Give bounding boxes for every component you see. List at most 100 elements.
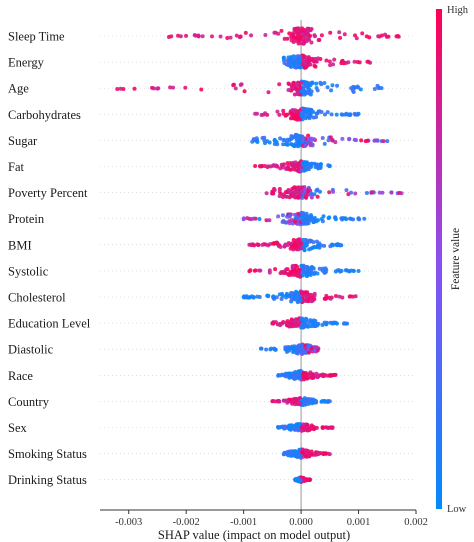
shap-point bbox=[337, 242, 342, 247]
shap-point bbox=[281, 138, 286, 143]
shap-point bbox=[278, 166, 283, 171]
shap-point bbox=[302, 54, 307, 59]
shap-point bbox=[294, 65, 299, 70]
shap-point bbox=[299, 41, 304, 46]
shap-point bbox=[323, 112, 328, 117]
shap-point bbox=[276, 373, 281, 378]
shap-point bbox=[317, 266, 322, 271]
shap-point bbox=[309, 268, 314, 273]
shap-point bbox=[302, 324, 307, 329]
shap-point bbox=[289, 297, 294, 302]
shap-point bbox=[297, 64, 302, 69]
shap-point bbox=[299, 189, 304, 194]
shap-point bbox=[284, 293, 289, 298]
feature-label: Age bbox=[8, 82, 29, 96]
shap-point bbox=[303, 299, 308, 304]
shap-point bbox=[290, 163, 295, 168]
shap-point bbox=[291, 451, 296, 456]
shap-point bbox=[233, 86, 238, 91]
shap-point bbox=[303, 400, 308, 405]
shap-point bbox=[241, 216, 246, 221]
shap-point bbox=[283, 113, 288, 118]
shap-point bbox=[309, 40, 314, 45]
shap-point bbox=[308, 165, 313, 170]
shap-point bbox=[349, 190, 354, 195]
shap-point bbox=[304, 161, 309, 166]
shap-point bbox=[260, 136, 265, 141]
shap-point bbox=[277, 112, 282, 117]
shap-point bbox=[330, 321, 335, 326]
shap-point bbox=[151, 86, 156, 91]
shap-point bbox=[295, 265, 300, 270]
shap-point bbox=[334, 112, 339, 117]
shap-point bbox=[300, 32, 305, 37]
shap-point bbox=[287, 213, 292, 218]
shap-point bbox=[184, 33, 189, 38]
shap-point bbox=[305, 189, 310, 194]
shap-point bbox=[353, 294, 358, 299]
shap-point bbox=[298, 368, 303, 373]
shap-point bbox=[245, 216, 250, 221]
shap-point bbox=[292, 35, 297, 40]
shap-point bbox=[316, 56, 321, 61]
shap-point bbox=[289, 111, 294, 116]
x-tick-label: -0.003 bbox=[115, 517, 142, 528]
shap-point bbox=[168, 85, 173, 90]
shap-point bbox=[279, 28, 284, 33]
shap-point bbox=[312, 293, 317, 298]
shap-point bbox=[242, 89, 247, 94]
shap-point bbox=[340, 136, 345, 141]
shap-point bbox=[300, 347, 305, 352]
shap-point bbox=[352, 137, 357, 142]
shap-point bbox=[296, 270, 301, 275]
shap-point bbox=[286, 63, 291, 68]
shap-point bbox=[264, 218, 269, 223]
shap-point bbox=[331, 62, 336, 67]
shap-point bbox=[297, 138, 302, 143]
shap-point bbox=[318, 189, 323, 194]
shap-point bbox=[301, 403, 306, 407]
shap-point bbox=[324, 373, 329, 378]
shap-point bbox=[277, 82, 282, 87]
shap-point bbox=[289, 241, 294, 246]
shap-point bbox=[288, 449, 293, 454]
shap-point bbox=[239, 82, 244, 87]
shap-point bbox=[249, 33, 254, 38]
shap-point bbox=[324, 321, 329, 326]
shap-point bbox=[291, 62, 296, 67]
shap-point bbox=[290, 108, 295, 113]
shap-point bbox=[350, 88, 355, 93]
shap-point bbox=[348, 294, 353, 299]
shap-point bbox=[315, 187, 320, 192]
shap-point bbox=[276, 31, 281, 36]
shap-point bbox=[299, 89, 304, 94]
shap-point bbox=[320, 136, 325, 141]
shap-point bbox=[196, 33, 201, 38]
shap-point bbox=[296, 162, 301, 167]
shap-point bbox=[353, 191, 358, 196]
shap-point bbox=[333, 320, 338, 325]
shap-point bbox=[389, 190, 394, 195]
x-axis: -0.003 -0.002 -0.001 0.000 0.001 0.002 bbox=[100, 509, 428, 528]
shap-point bbox=[305, 90, 310, 95]
shap-point bbox=[295, 186, 300, 191]
shap-point bbox=[397, 190, 402, 195]
shap-point bbox=[322, 141, 327, 146]
shap-point bbox=[305, 29, 310, 34]
shap-point bbox=[307, 56, 312, 61]
shap-point bbox=[311, 240, 316, 245]
shap-point bbox=[254, 111, 259, 116]
feature-label: Education Level bbox=[8, 317, 91, 331]
shap-point bbox=[286, 321, 291, 326]
shap-point bbox=[324, 58, 329, 63]
shap-point bbox=[376, 86, 381, 91]
shap-point bbox=[315, 348, 320, 353]
shap-point bbox=[356, 85, 361, 90]
shap-point bbox=[288, 425, 293, 430]
shap-point bbox=[286, 88, 291, 93]
shap-point bbox=[295, 290, 300, 295]
shap-point bbox=[209, 34, 214, 39]
shap-point bbox=[329, 112, 334, 117]
shap-point bbox=[394, 34, 399, 39]
shap-point bbox=[288, 56, 293, 61]
